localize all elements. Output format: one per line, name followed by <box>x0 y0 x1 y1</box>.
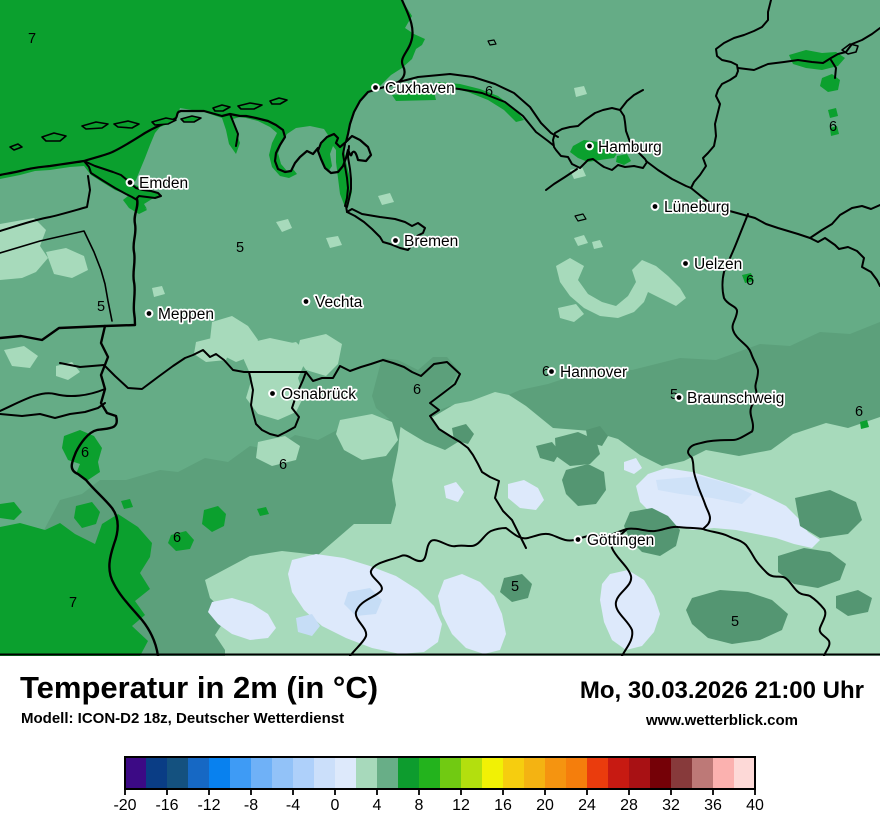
svg-text:24: 24 <box>578 797 596 814</box>
svg-text:7: 7 <box>69 595 77 611</box>
svg-text:5: 5 <box>97 299 105 315</box>
svg-text:Hamburg: Hamburg <box>598 139 662 156</box>
svg-text:5: 5 <box>731 614 739 630</box>
svg-text:Hannover: Hannover <box>560 364 627 381</box>
svg-text:20: 20 <box>536 797 554 814</box>
svg-text:6: 6 <box>542 364 550 380</box>
svg-text:12: 12 <box>452 797 470 814</box>
svg-text:Meppen: Meppen <box>158 306 214 323</box>
svg-text:6: 6 <box>485 84 493 100</box>
svg-text:5: 5 <box>236 240 244 256</box>
svg-text:Bremen: Bremen <box>404 233 458 250</box>
svg-text:6: 6 <box>746 273 754 289</box>
svg-text:-16: -16 <box>155 797 178 814</box>
svg-text:6: 6 <box>81 445 89 461</box>
svg-text:6: 6 <box>604 141 612 157</box>
svg-text:Osnabrück: Osnabrück <box>281 386 356 403</box>
svg-text:6: 6 <box>855 404 863 420</box>
svg-text:6: 6 <box>829 119 837 135</box>
svg-text:-8: -8 <box>244 797 258 814</box>
svg-text:7: 7 <box>28 31 36 47</box>
svg-text:Braunschweig: Braunschweig <box>687 390 784 407</box>
svg-text:Cuxhaven: Cuxhaven <box>385 80 455 97</box>
svg-text:6: 6 <box>413 382 421 398</box>
svg-text:Lüneburg: Lüneburg <box>664 199 730 216</box>
svg-text:0: 0 <box>331 797 340 814</box>
svg-text:Vechta: Vechta <box>315 294 363 311</box>
svg-text:36: 36 <box>704 797 722 814</box>
svg-text:-20: -20 <box>113 797 136 814</box>
svg-text:16: 16 <box>494 797 512 814</box>
svg-text:6: 6 <box>173 530 181 546</box>
svg-text:32: 32 <box>662 797 680 814</box>
svg-text:Uelzen: Uelzen <box>694 256 742 273</box>
svg-text:-12: -12 <box>197 797 220 814</box>
svg-text:5: 5 <box>670 387 678 403</box>
svg-text:Göttingen: Göttingen <box>587 532 654 549</box>
svg-text:28: 28 <box>620 797 638 814</box>
svg-text:5: 5 <box>511 579 519 595</box>
svg-text:Emden: Emden <box>139 175 188 192</box>
svg-text:-4: -4 <box>286 797 300 814</box>
svg-text:6: 6 <box>279 457 287 473</box>
svg-text:40: 40 <box>746 797 764 814</box>
svg-text:4: 4 <box>373 797 382 814</box>
svg-text:8: 8 <box>415 797 424 814</box>
